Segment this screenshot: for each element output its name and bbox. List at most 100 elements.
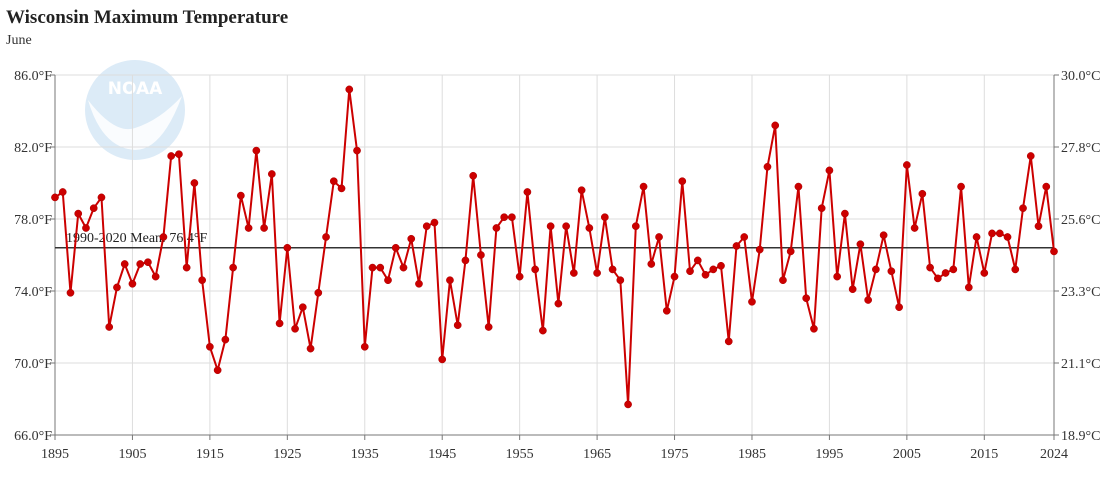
y-tick-label-right: 21.1°C — [1061, 357, 1100, 372]
data-point — [872, 265, 880, 274]
data-point — [717, 261, 725, 270]
data-point — [469, 171, 478, 180]
data-point — [89, 204, 98, 213]
data-point — [368, 263, 377, 272]
series-line — [54, 88, 1055, 406]
data-point — [461, 256, 470, 265]
data-point — [175, 150, 183, 159]
data-point — [206, 342, 214, 351]
data-point — [1011, 265, 1020, 274]
data-point — [415, 279, 423, 288]
mean-line-group: 1990-2020 Mean: 76.4°F — [55, 231, 1054, 249]
data-point — [856, 240, 865, 249]
data-point — [151, 272, 160, 281]
data-point — [275, 319, 284, 328]
data-point — [740, 233, 749, 241]
data-point — [964, 283, 973, 292]
data-point — [957, 182, 965, 191]
y-tick-label-left: 78.0°F — [14, 213, 52, 228]
series-group — [51, 85, 1058, 409]
y-tick-label-right: 30.0°C — [1061, 69, 1100, 84]
data-point — [159, 233, 168, 241]
x-tick-label: 1915 — [196, 447, 224, 462]
data-point — [1042, 182, 1051, 191]
data-point — [144, 258, 152, 267]
data-point — [314, 288, 323, 297]
data-point — [779, 276, 787, 285]
noaa-logo-text: NOAA — [108, 79, 163, 99]
data-point — [237, 191, 245, 200]
data-point — [322, 233, 330, 241]
data-point — [500, 213, 509, 222]
data-point — [384, 276, 392, 285]
data-point — [918, 189, 927, 198]
data-point — [190, 179, 199, 187]
chart-subtitle: June — [6, 33, 32, 48]
data-point — [570, 269, 578, 277]
x-tick-label: 1925 — [273, 447, 301, 462]
data-point — [229, 263, 237, 272]
data-point — [82, 224, 90, 232]
data-point — [438, 355, 447, 364]
data-point — [879, 231, 888, 240]
data-point — [794, 182, 803, 191]
data-point — [841, 209, 849, 218]
data-point — [903, 161, 911, 169]
y-tick-label-right: 25.6°C — [1061, 213, 1100, 228]
data-point — [701, 270, 710, 279]
x-tick-label: 1895 — [41, 447, 69, 462]
data-point — [887, 267, 896, 276]
data-point — [1034, 222, 1043, 231]
data-point — [128, 279, 137, 288]
data-point — [1019, 204, 1027, 213]
data-point — [662, 306, 671, 315]
data-point — [477, 251, 485, 259]
data-point — [802, 294, 811, 303]
data-point — [1050, 247, 1058, 256]
data-point — [391, 243, 400, 252]
data-point — [817, 204, 826, 213]
data-point — [593, 269, 601, 277]
data-point — [430, 218, 439, 227]
data-point — [484, 323, 493, 331]
x-tick-label: 1945 — [428, 447, 456, 462]
x-tick-label: 1905 — [118, 447, 146, 462]
data-point — [58, 188, 67, 196]
data-point — [670, 272, 679, 281]
data-point — [66, 288, 75, 297]
data-point — [616, 276, 625, 285]
noaa-logo: NOAA — [85, 60, 185, 160]
data-point — [833, 272, 842, 281]
data-point — [97, 193, 106, 202]
data-point — [995, 229, 1004, 238]
y-axis-right: 18.9°C 21.1°C 23.3°C 25.6°C 27.8°C 30.0°C — [1053, 69, 1100, 444]
data-point — [492, 224, 501, 232]
data-point — [244, 224, 253, 232]
y-tick-label-right: 23.3°C — [1061, 285, 1100, 300]
x-tick-label: 1935 — [351, 447, 379, 462]
data-point — [523, 188, 532, 196]
data-point — [585, 224, 594, 232]
data-point — [600, 213, 609, 222]
data-point — [105, 323, 114, 331]
x-axis: 1895 1905 1915 1925 1935 1945 1955 1965 1975 1985… — [41, 434, 1068, 462]
data-point — [895, 303, 903, 312]
data-point — [933, 274, 942, 283]
data-point — [329, 177, 338, 186]
data-point — [167, 152, 176, 160]
x-tick-label: 1955 — [506, 447, 534, 462]
data-point — [693, 256, 702, 265]
data-point — [810, 324, 818, 333]
data-point — [577, 186, 586, 195]
data-point — [407, 234, 416, 243]
data-point — [453, 321, 462, 330]
data-point — [864, 296, 872, 304]
data-point — [763, 162, 772, 171]
y-tick-label-left: 74.0°F — [14, 285, 52, 300]
x-tick-label: 1985 — [738, 447, 766, 462]
data-point — [539, 326, 547, 335]
x-tick-label: 1965 — [583, 447, 611, 462]
chart-title: Wisconsin Maximum Temperature — [6, 7, 289, 28]
data-point — [120, 260, 129, 268]
data-point — [51, 193, 59, 202]
